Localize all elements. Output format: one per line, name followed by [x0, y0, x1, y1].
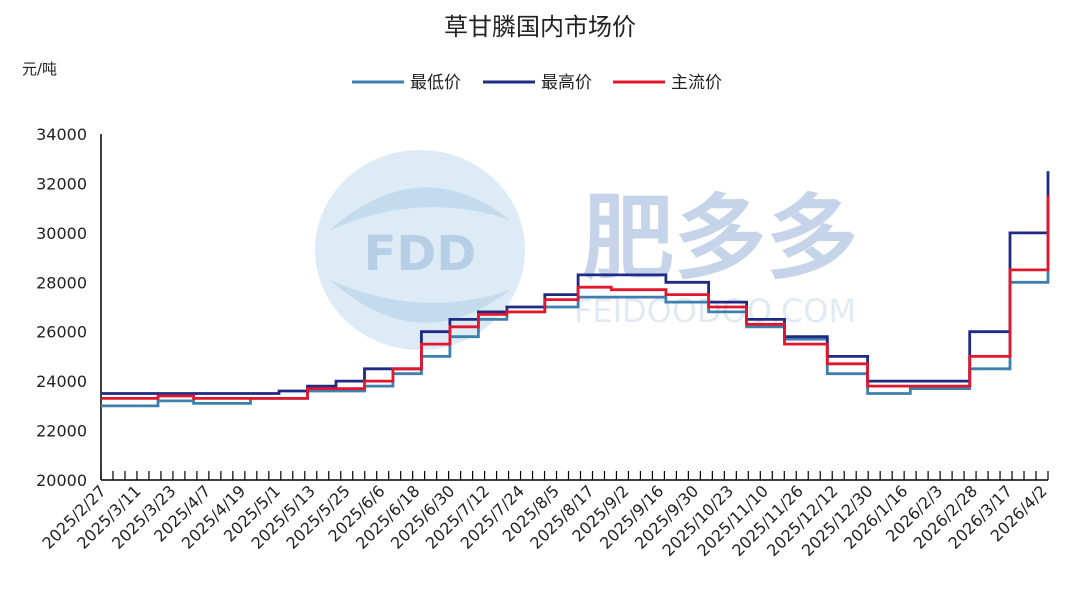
legend-label: 最低价	[410, 73, 461, 93]
series-line-3	[101, 195, 1050, 400]
series-line-1	[101, 208, 1050, 408]
watermark-logo-leaf-bottom	[330, 280, 510, 323]
chart-title: 草甘膦国内市场价	[444, 13, 636, 41]
watermark-logo-leaf-top	[330, 187, 510, 230]
watermark-logo-letters: FDD	[364, 226, 476, 282]
series-group	[101, 171, 1050, 408]
x-axis: 2025/2/272025/3/112025/3/232025/4/72025/…	[38, 134, 1051, 560]
y-tick-label: 22000	[36, 422, 87, 441]
legend-label: 主流价	[671, 73, 722, 93]
y-axis-unit: 元/吨	[22, 60, 57, 78]
y-tick-label: 24000	[36, 372, 87, 391]
y-tick-label: 20000	[36, 471, 87, 490]
legend-label: 最高价	[541, 73, 592, 93]
legend: 最低价 最高价 主流价	[352, 73, 722, 93]
y-tick-label: 30000	[36, 224, 87, 243]
y-tick-label: 26000	[36, 323, 87, 342]
y-tick-label: 28000	[36, 273, 87, 292]
y-tick-label: 32000	[36, 174, 87, 193]
y-axis: 34000 32000 30000 28000 26000 24000 22000 20000	[36, 125, 87, 490]
y-tick-label: 34000	[36, 125, 87, 144]
series-line-2	[101, 171, 1050, 395]
